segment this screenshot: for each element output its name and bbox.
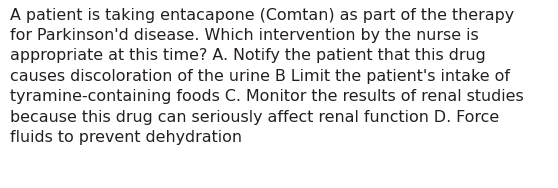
Text: A patient is taking entacapone (Comtan) as part of the therapy
for Parkinson'd d: A patient is taking entacapone (Comtan) …: [10, 8, 524, 145]
